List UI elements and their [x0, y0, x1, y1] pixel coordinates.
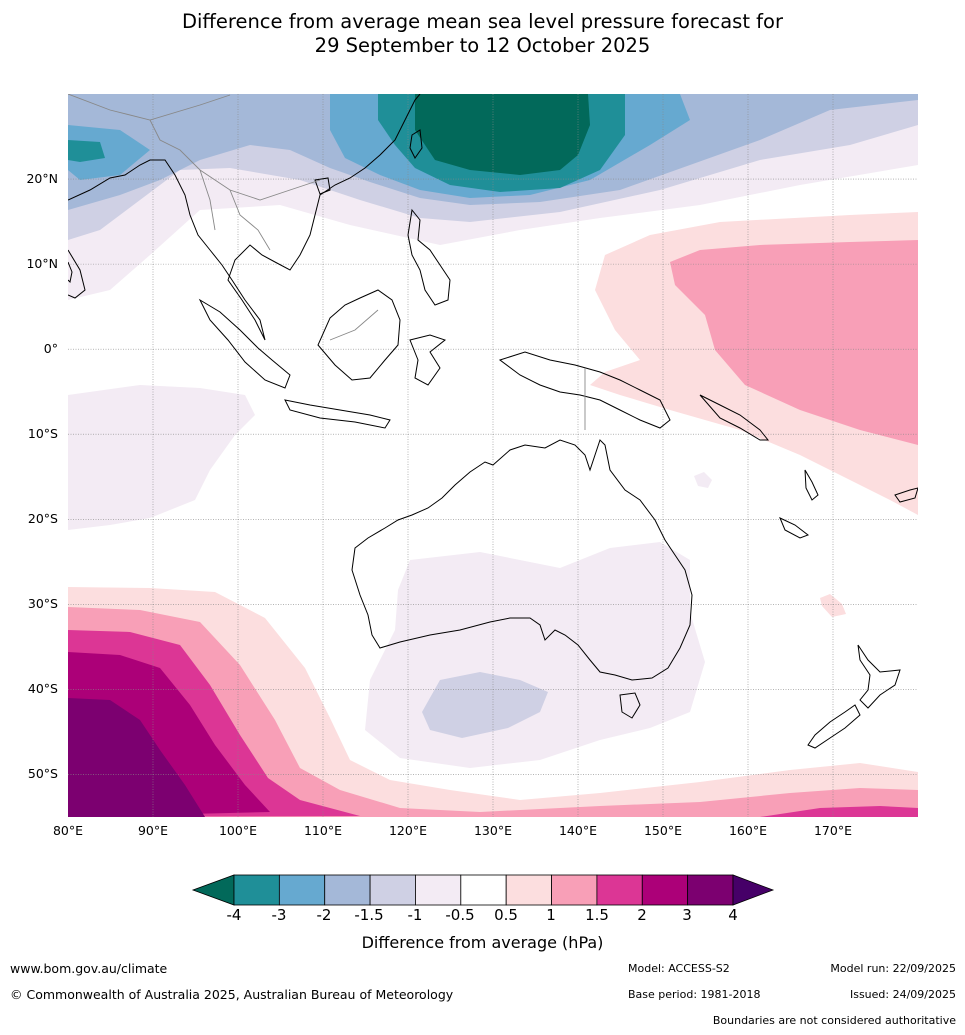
new-zealand-south-coastline — [807, 704, 861, 749]
colorbar-tick: -0.5 — [445, 906, 475, 924]
colorbar-cell — [460, 874, 507, 906]
lat-label-0: 0° — [43, 341, 58, 356]
colorbar-cell — [551, 874, 598, 906]
colorbar-arrow-high — [732, 874, 775, 906]
fiji-coastline — [894, 487, 918, 503]
new-caledonia-coastline — [779, 517, 810, 539]
lon-label-110e: 110°E — [303, 823, 342, 838]
footer-website[interactable]: www.bom.gov.au/climate — [10, 961, 168, 976]
tasmania-coastline — [619, 692, 641, 719]
australia-coastline — [351, 439, 693, 681]
border-asia-3 — [229, 189, 271, 251]
title-line-1: Difference from average mean sea level p… — [182, 10, 783, 33]
lon-label-80e: 80°E — [52, 823, 84, 838]
borneo-coastline — [317, 289, 401, 381]
anomaly-plus-half-small — [820, 594, 846, 617]
anomaly-minus-2-west — [68, 125, 150, 180]
anomaly-plus-3-south — [68, 698, 205, 817]
lon-label-150e: 150°E — [643, 823, 682, 838]
anomaly-plus-1-pacific — [670, 240, 918, 445]
anomaly-minus-3-west — [68, 140, 105, 162]
lat-label-20s: 20°S — [27, 511, 58, 526]
lon-label-160e: 160°E — [728, 823, 767, 838]
colorbar-cell — [687, 874, 734, 906]
colorbar-tick: -4 — [226, 906, 242, 924]
java-coastline — [284, 399, 391, 429]
colorbar-cell — [596, 874, 643, 906]
colorbar-tick: -2 — [316, 906, 332, 924]
colorbar-label: Difference from average (hPa) — [361, 933, 604, 952]
colorbar-tick: 4 — [728, 906, 738, 924]
lon-label-120e: 120°E — [388, 823, 427, 838]
colorbar-cells — [191, 874, 775, 906]
new-guinea-coastline — [498, 351, 671, 429]
sulawesi-coastline — [409, 334, 447, 386]
coastlines — [68, 94, 918, 749]
lat-label-10n: 10°N — [26, 256, 58, 271]
lon-label-140e: 140°E — [558, 823, 597, 838]
asia-mainland-coastline — [68, 94, 421, 341]
vanuatu-coastline — [804, 469, 819, 501]
philippines-coastline — [407, 208, 451, 306]
anomaly-plus-1-5-south-east — [760, 806, 918, 817]
anomaly-minus-4-north — [415, 94, 590, 175]
colorbar-tick: -3 — [271, 906, 287, 924]
colorbar-tick: -1.5 — [354, 906, 384, 924]
footer-issued: Issued: 24/09/2025 — [849, 988, 956, 1001]
colorbar-tick: 1 — [546, 906, 556, 924]
footer-model-run: Model run: 22/09/2025 — [830, 962, 956, 975]
new-zealand-north-coastline — [857, 644, 901, 709]
lat-label-30s: 30°S — [27, 596, 58, 611]
lat-label-50s: 50°S — [27, 766, 58, 781]
graticule — [68, 94, 918, 817]
chart-title: Difference from average mean sea level p… — [0, 10, 965, 58]
footer-copyright: © Commonwealth of Australia 2025, Austra… — [10, 987, 454, 1002]
lon-label-170e: 170°E — [813, 823, 852, 838]
footer-model: Model: ACCESS-S2 — [628, 962, 730, 975]
colorbar-cell — [505, 874, 552, 906]
colorbar-tick: 1.5 — [585, 906, 609, 924]
border-borneo — [329, 309, 379, 341]
colorbar-cell — [324, 874, 371, 906]
taiwan-coastline — [409, 129, 423, 159]
footer-base-period: Base period: 1981-2018 — [628, 988, 761, 1001]
colorbar-tick: 0.5 — [494, 906, 518, 924]
colorbar-cell — [415, 874, 462, 906]
country-borders — [68, 94, 586, 430]
footer-disclaimer: Boundaries are not considered authoritat… — [712, 1014, 956, 1027]
lon-label-90e: 90°E — [137, 823, 169, 838]
title-line-2: 29 September to 12 October 2025 — [314, 34, 651, 57]
colorbar-tick: 2 — [637, 906, 647, 924]
anomaly-minus-half-indian — [68, 385, 255, 530]
colorbar-cell — [369, 874, 416, 906]
map-plot-area — [68, 94, 918, 817]
hainan-coastline — [314, 177, 331, 195]
colorbar-arrow-low — [191, 874, 235, 906]
sri-lanka-coastline — [68, 261, 73, 284]
anomaly-plus-1-south — [68, 607, 918, 817]
lon-label-130e: 130°E — [473, 823, 512, 838]
colorbar-cell — [233, 874, 280, 906]
border-asia-4 — [199, 169, 216, 231]
india-coastline — [68, 249, 86, 299]
lat-label-10s: 10°S — [27, 426, 58, 441]
border-asia-2 — [149, 119, 321, 201]
anomaly-minus-1-bight — [422, 672, 548, 738]
lat-label-20n: 20°N — [26, 171, 58, 186]
lon-label-100e: 100°E — [218, 823, 257, 838]
lat-label-40s: 40°S — [27, 681, 58, 696]
solomon-islands-coastline — [699, 394, 770, 441]
sumatra-coastline — [198, 298, 291, 389]
anomaly-minus-half-small — [694, 472, 712, 488]
colorbar-tick: 3 — [682, 906, 692, 924]
colorbar-tick: -1 — [407, 906, 423, 924]
colorbar-cell — [278, 874, 326, 906]
colorbar-cell — [641, 874, 689, 906]
